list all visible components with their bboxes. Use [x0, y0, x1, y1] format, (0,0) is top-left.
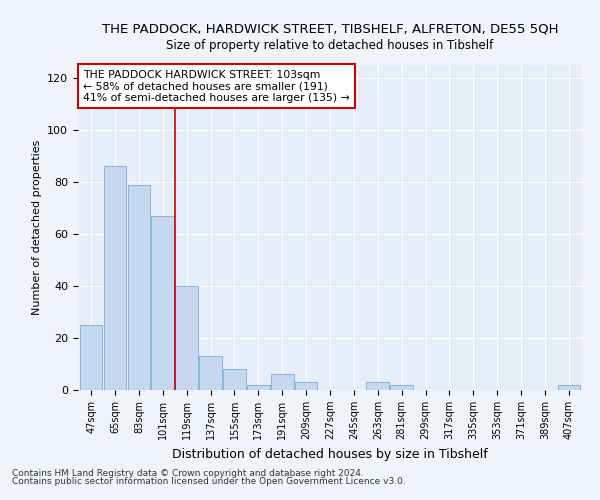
Bar: [391, 385, 413, 390]
Text: Size of property relative to detached houses in Tibshelf: Size of property relative to detached ho…: [166, 39, 494, 52]
Y-axis label: Number of detached properties: Number of detached properties: [32, 140, 41, 315]
Text: THE PADDOCK HARDWICK STREET: 103sqm
← 58% of detached houses are smaller (191)
4: THE PADDOCK HARDWICK STREET: 103sqm ← 58…: [83, 70, 350, 103]
Bar: [175, 286, 198, 390]
Bar: [367, 382, 389, 390]
Bar: [104, 166, 127, 390]
Bar: [247, 385, 269, 390]
Bar: [151, 216, 174, 390]
Bar: [128, 184, 150, 390]
Bar: [199, 356, 222, 390]
Bar: [557, 385, 580, 390]
Text: Contains public sector information licensed under the Open Government Licence v3: Contains public sector information licen…: [12, 477, 406, 486]
Bar: [80, 325, 103, 390]
Bar: [271, 374, 293, 390]
Bar: [295, 382, 317, 390]
X-axis label: Distribution of detached houses by size in Tibshelf: Distribution of detached houses by size …: [172, 448, 488, 460]
Bar: [223, 369, 246, 390]
Text: Contains HM Land Registry data © Crown copyright and database right 2024.: Contains HM Land Registry data © Crown c…: [12, 468, 364, 477]
Text: THE PADDOCK, HARDWICK STREET, TIBSHELF, ALFRETON, DE55 5QH: THE PADDOCK, HARDWICK STREET, TIBSHELF, …: [102, 22, 558, 36]
